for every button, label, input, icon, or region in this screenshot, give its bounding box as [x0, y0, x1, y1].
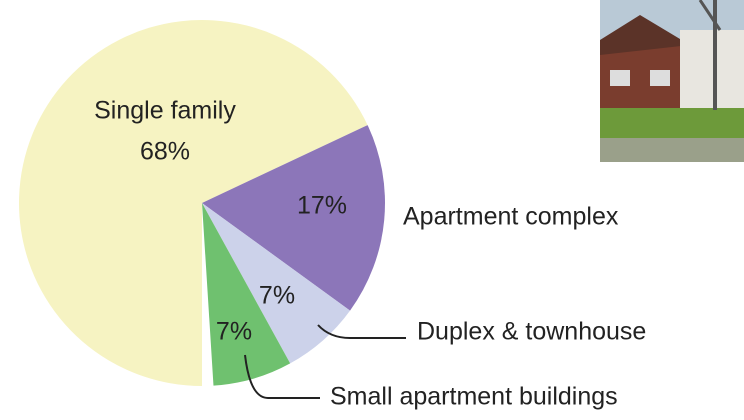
- pie-slice: [202, 203, 351, 364]
- pie-slice: [202, 203, 291, 386]
- leader-line: [244, 354, 320, 399]
- value-label: 7%: [216, 318, 252, 346]
- leader-line: [317, 324, 406, 339]
- category-label: Small apartment buildings: [330, 383, 618, 411]
- value-label: 17%: [297, 192, 347, 220]
- pie-slice: [18, 20, 368, 387]
- category-label: Single family: [94, 97, 236, 125]
- category-label: Apartment complex: [403, 203, 619, 231]
- value-label: 68%: [140, 138, 190, 166]
- pie-slice: [202, 125, 385, 311]
- value-label: 7%: [259, 282, 295, 310]
- photo: [600, 0, 744, 162]
- category-label: Duplex & townhouse: [417, 318, 646, 346]
